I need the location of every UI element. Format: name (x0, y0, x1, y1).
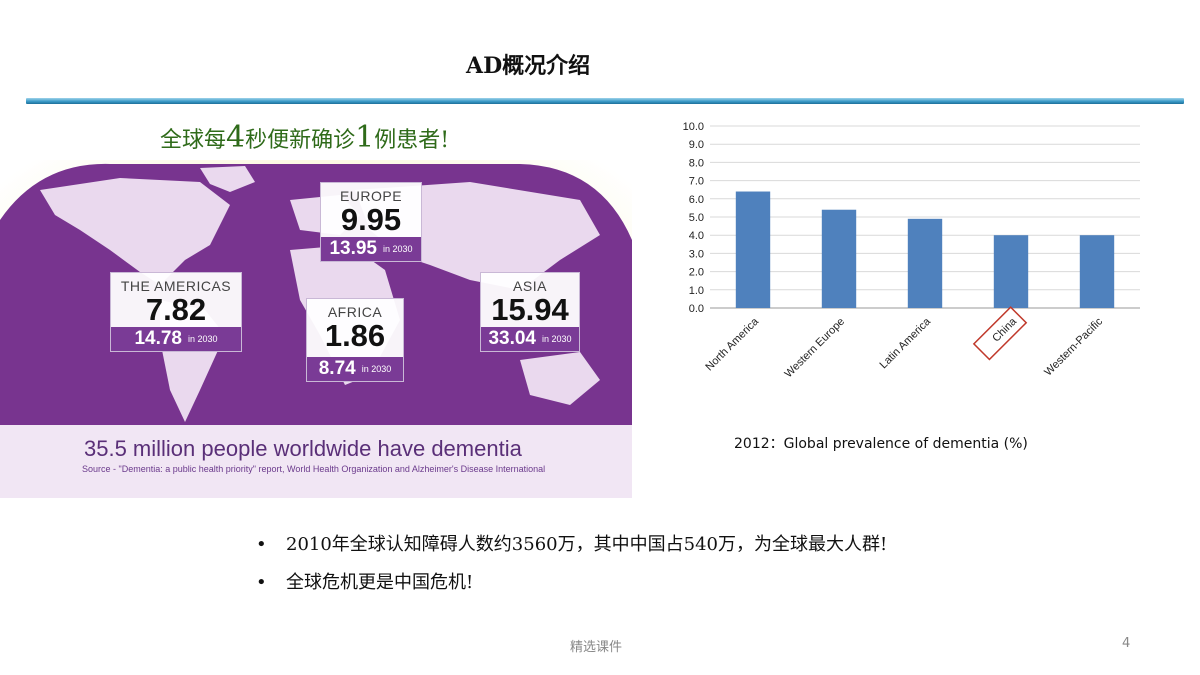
bullet-list: • 2010年全球认知障碍人数约3560万，其中中国占540万，为全球最大人群! … (256, 530, 887, 606)
region-label: AFRICA (327, 304, 383, 320)
world-map-infographic: EUROPE 9.95 13.95 in 2030 THE AMERICAS 7.… (0, 160, 632, 498)
future-note: in 2030 (383, 244, 413, 254)
footer-text: 精选课件 (570, 640, 623, 655)
highlight-box (972, 306, 1028, 361)
y-tick-label: 7.0 (689, 176, 704, 188)
future-band: 33.04 in 2030 (481, 327, 579, 351)
x-tick-label: North America (703, 315, 761, 373)
bullet-dot: • (256, 572, 267, 593)
future-value: 14.78 (134, 328, 182, 349)
y-tick-label: 5.0 (689, 212, 704, 224)
bar (907, 218, 943, 308)
x-tick-label: Western-Pacific (1042, 315, 1105, 378)
future-note: in 2030 (188, 334, 218, 344)
region-label: ASIA (513, 278, 547, 294)
y-tick-label: 0.0 (689, 303, 704, 315)
chart-caption: 2012：Global prevalence of dementia (%) (734, 436, 1028, 452)
australia-shape (520, 352, 600, 405)
map-title: 35.5 million people worldwide have demen… (84, 436, 522, 461)
headline-num1: 4 (226, 120, 246, 155)
future-note: in 2030 (361, 364, 392, 374)
y-tick-label: 10.0 (683, 121, 704, 133)
future-value: 13.95 (329, 238, 377, 259)
region-label: THE AMERICAS (120, 278, 232, 294)
bullet-item: • 全球危机更是中国危机! (256, 568, 887, 606)
future-value: 33.04 (488, 328, 536, 349)
headline-post: 例患者! (374, 128, 450, 153)
page-number: 4 (1122, 636, 1131, 651)
region-value: 9.95 (340, 202, 402, 237)
bullet-text: 2010年全球认知障碍人数约3560万，其中中国占540万，为全球最大人群! (286, 534, 888, 555)
bullet-dot: • (256, 534, 267, 555)
bar (735, 191, 771, 308)
y-tick-label: 6.0 (689, 194, 704, 206)
y-tick-label: 9.0 (689, 139, 704, 151)
y-tick-label: 4.0 (689, 230, 704, 242)
future-band: 8.74 in 2030 (307, 357, 403, 381)
x-tick-label: China (990, 315, 1019, 344)
y-tick-label: 8.0 (689, 157, 704, 169)
y-tick-label: 1.0 (689, 285, 704, 297)
stat-box-africa: AFRICA 1.86 8.74 in 2030 (306, 298, 404, 382)
bar (993, 235, 1029, 308)
future-note: in 2030 (542, 334, 572, 344)
stat-box-europe: EUROPE 9.95 13.95 in 2030 (320, 182, 422, 262)
prevalence-bar-chart: 0.0 1.0 2.0 3.0 4.0 5.0 6.0 7.0 8.0 9.0 10.0 North … (683, 121, 1140, 381)
x-tick-label: Latin America (878, 315, 934, 371)
y-tick-label: 2.0 (689, 267, 704, 279)
map-source: Source - "Dementia: a public health prio… (82, 464, 546, 474)
region-value: 15.94 (491, 292, 569, 327)
bullet-item: • 2010年全球认知障碍人数约3560万，其中中国占540万，为全球最大人群! (256, 530, 887, 568)
headline-mid: 秒便新确诊 (245, 128, 356, 153)
region-label: EUROPE (339, 188, 403, 204)
map-bottom-band (0, 425, 632, 498)
stat-box-asia: ASIA 15.94 33.04 in 2030 (480, 272, 580, 352)
bar (1079, 235, 1115, 308)
bar (821, 209, 857, 308)
title-rule (26, 98, 1184, 104)
future-value: 8.74 (318, 358, 356, 379)
stat-box-americas: THE AMERICAS 7.82 14.78 in 2030 (110, 272, 242, 352)
y-tick-label: 3.0 (689, 248, 704, 260)
region-value: 7.82 (145, 292, 207, 327)
region-value: 1.86 (324, 318, 386, 353)
x-tick-label: Western Europe (783, 316, 848, 381)
future-band: 14.78 in 2030 (111, 327, 241, 351)
greenland-shape (200, 166, 255, 192)
bullet-text: 全球危机更是中国危机! (286, 572, 474, 593)
future-band: 13.95 in 2030 (321, 237, 421, 261)
headline-num2: 1 (355, 120, 375, 155)
north-america-shape (40, 178, 230, 285)
headline: 全球每4秒便新确诊1例患者! (160, 120, 449, 155)
slide-title: AD概况介绍 (466, 53, 591, 79)
headline-pre: 全球每 (160, 128, 227, 153)
